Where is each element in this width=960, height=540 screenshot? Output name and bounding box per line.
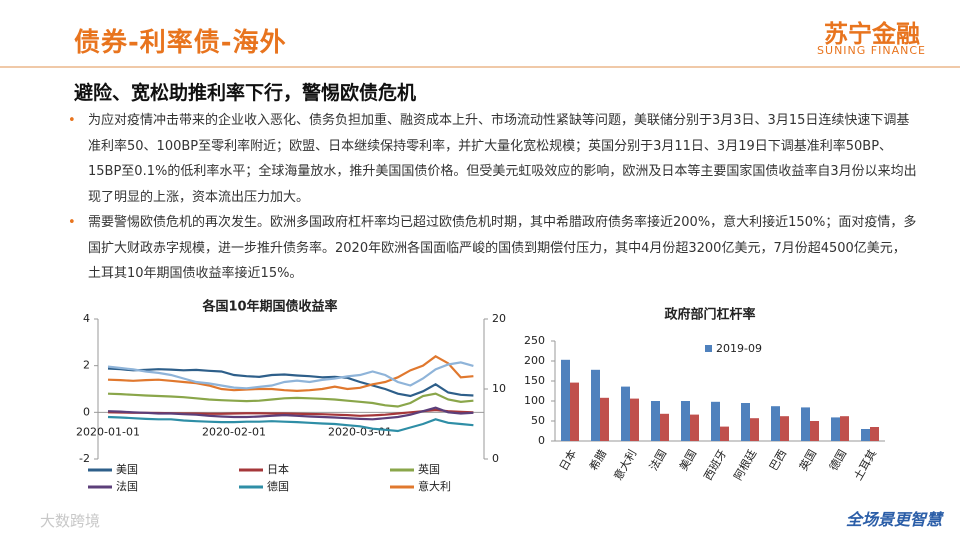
slogan: 全场景更智慧	[845, 510, 942, 529]
bar	[561, 359, 570, 441]
bar	[570, 382, 579, 441]
legend-label: 法国	[116, 479, 138, 493]
legend-label: 英国	[418, 462, 440, 476]
legend-label: 德国	[267, 479, 289, 493]
legend-label: 2019-09	[716, 342, 762, 355]
y-tick-label: 50	[531, 414, 545, 427]
bar	[801, 407, 810, 441]
bar	[831, 417, 840, 441]
legend-label: 日本	[267, 462, 289, 476]
bar	[690, 414, 699, 441]
bar	[591, 369, 600, 441]
bar	[630, 398, 639, 441]
divider	[0, 66, 960, 68]
series-line	[107, 392, 474, 408]
x-tick-label: 德国	[826, 447, 849, 473]
y-tick-label: 0	[538, 434, 545, 447]
x-tick-label: 阿根廷	[731, 447, 760, 483]
series-line	[107, 415, 474, 433]
chart-title: 各国10年期国债收益率	[201, 299, 337, 315]
y-tick-label: 4	[83, 312, 90, 325]
x-tick-label: 西班牙	[701, 448, 729, 483]
x-tick-label: 日本	[556, 447, 579, 473]
y-tick-label: 250	[524, 334, 545, 347]
bar	[651, 401, 660, 441]
bullet: 需要警惕欧债危机的再次发生。欧洲多国政府杠杆率均已超过欧债危机时期，其中希腊政府…	[68, 210, 918, 287]
y-tick-label: 2	[83, 359, 90, 372]
bar	[861, 429, 870, 441]
watermark: 大数跨境	[40, 512, 101, 530]
series-line	[107, 367, 474, 398]
series-line	[107, 361, 474, 390]
x-tick-label: 法国	[646, 447, 669, 473]
bar	[840, 416, 849, 441]
x-tick-label: 2020-02-01	[202, 425, 266, 438]
page-title: 债券-利率债-海外	[74, 28, 287, 58]
x-tick-label: 美国	[677, 448, 699, 474]
logo-subtitle: SUNING FINANCE	[817, 44, 926, 57]
y2-tick-label: 20	[492, 312, 506, 325]
bar	[681, 401, 690, 441]
bar	[600, 397, 609, 441]
bar	[750, 418, 759, 441]
y2-tick-label: 10	[492, 382, 506, 395]
bar	[621, 386, 630, 441]
bar	[660, 413, 669, 441]
x-tick-label: 意大利	[611, 447, 640, 483]
legend-swatch	[705, 345, 712, 352]
x-tick-label: 巴西	[767, 448, 789, 474]
y-tick-label: 200	[524, 354, 545, 367]
y-tick-label: 0	[83, 405, 90, 418]
bullet: 为应对疫情冲击带来的企业收入恶化、债务负担加重、融资成本上升、市场流动性紧缺等问…	[68, 108, 918, 210]
bar	[711, 401, 720, 441]
legend-label: 意大利	[418, 479, 451, 493]
subtitle: 避险、宽松助推利率下行，警惕欧债危机	[74, 82, 417, 104]
y-tick-label: -2	[79, 452, 90, 465]
x-tick-label: 2020-01-01	[76, 425, 140, 438]
series-line	[107, 406, 474, 421]
chart-title: 政府部门杠杆率	[664, 307, 755, 323]
x-tick-label: 英国	[796, 447, 819, 473]
bar	[771, 406, 780, 441]
series-line	[107, 355, 474, 392]
y-tick-label: 150	[524, 374, 545, 387]
bullet-list: 为应对疫情冲击带来的企业收入恶化、债务负担加重、融资成本上升、市场流动性紧缺等问…	[66, 108, 918, 287]
y2-tick-label: 0	[492, 452, 499, 465]
y-tick-label: 100	[524, 394, 545, 407]
x-tick-label: 土耳其	[851, 448, 879, 483]
bar	[870, 427, 879, 441]
bar	[780, 416, 789, 441]
legend-label: 美国	[116, 463, 138, 476]
bar	[741, 403, 750, 441]
x-tick-label: 希腊	[586, 447, 609, 473]
bar	[810, 421, 819, 441]
bar	[720, 426, 729, 441]
logo: 苏宁金融	[824, 20, 920, 48]
